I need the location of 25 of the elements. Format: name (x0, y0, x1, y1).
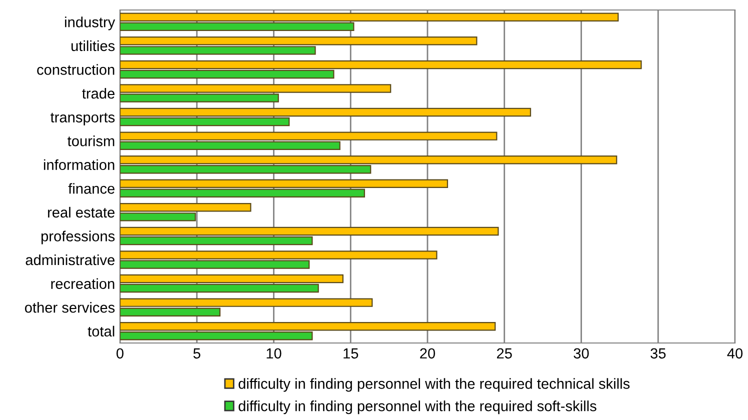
y-tick-label: information (44, 159, 114, 170)
x-tick-label: 15 (344, 348, 358, 359)
y-tick-label: industry (65, 16, 116, 30)
legend-label: difficulty in finding personnel with the required soft-skills (238, 400, 596, 414)
y-tick-label: administrative (26, 254, 114, 266)
y-tick-label: construction (37, 64, 114, 75)
x-tick-label: 10 (266, 348, 282, 359)
y-tick-label: total (88, 326, 114, 337)
x-tick-label: 30 (574, 348, 589, 359)
y-tick-label: other services (24, 302, 115, 313)
x-tick-label: 25 (497, 348, 512, 359)
y-tick-label: real estate (48, 206, 114, 218)
x-tick-label: 5 (193, 348, 200, 359)
y-tick-label: finance (68, 183, 114, 194)
x-tick-label: 20 (420, 348, 436, 359)
y-tick-label: transports (50, 112, 115, 126)
y-tick-label: recreation (51, 278, 114, 289)
y-tick-label: professions (42, 230, 115, 244)
y-tick-label: utilities (72, 40, 115, 52)
y-tick-label: trade (82, 88, 114, 99)
legend-label: difficulty in finding personnel with the required technical skills (238, 378, 630, 392)
y-tick-label: tourism (68, 136, 114, 146)
x-tick-label: 0 (116, 348, 124, 359)
x-tick-label: 35 (650, 348, 666, 359)
x-tick-label: 40 (727, 348, 743, 359)
